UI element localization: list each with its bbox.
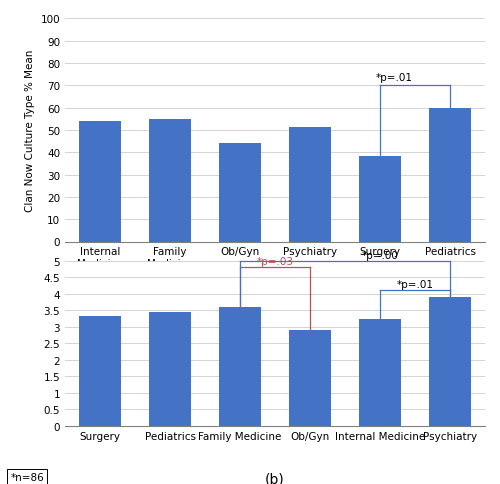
Bar: [219, 144, 261, 242]
Bar: [429, 297, 471, 426]
Text: *p=.01: *p=.01: [396, 279, 434, 289]
Bar: [289, 331, 331, 426]
Text: *p=.01: *p=.01: [376, 73, 412, 83]
Bar: [219, 307, 261, 426]
Text: (a): (a): [265, 291, 285, 305]
Y-axis label: Clan Now Culture Type % Mean: Clan Now Culture Type % Mean: [25, 50, 35, 212]
Text: *p=.03: *p=.03: [256, 257, 294, 266]
Bar: [79, 317, 121, 426]
Bar: [79, 122, 121, 242]
Bar: [359, 319, 401, 426]
Text: *p=.00: *p=.00: [362, 250, 399, 260]
Bar: [149, 312, 191, 426]
Text: *n=86: *n=86: [10, 472, 44, 482]
Bar: [289, 127, 331, 242]
Text: (b): (b): [265, 472, 285, 484]
Bar: [429, 108, 471, 242]
Bar: [149, 120, 191, 242]
Bar: [359, 156, 401, 242]
